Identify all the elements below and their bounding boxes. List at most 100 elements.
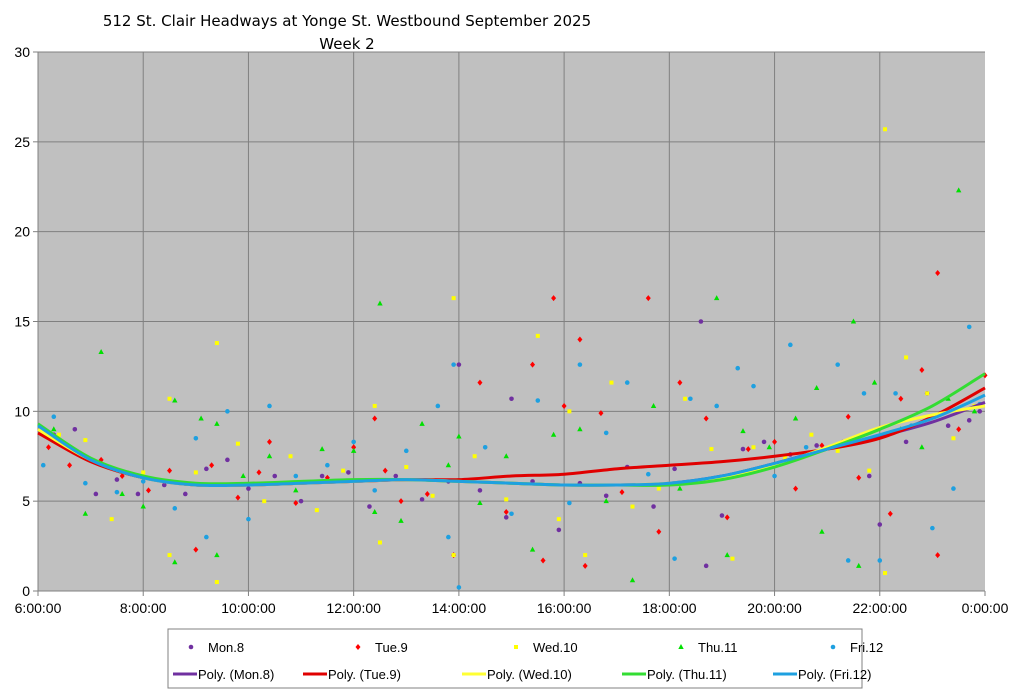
legend-label: Poly. (Wed.10)	[487, 667, 572, 682]
data-point	[703, 563, 709, 569]
data-point	[314, 508, 319, 513]
data-point	[709, 447, 714, 452]
chart-subtitle: Week 2	[319, 35, 374, 53]
data-point	[293, 487, 299, 493]
trendline	[37, 393, 986, 488]
data-point	[877, 522, 883, 527]
data-point	[382, 467, 388, 474]
data-point	[809, 432, 814, 437]
data-point	[677, 379, 683, 386]
legend-marker	[355, 644, 361, 650]
data-point	[703, 415, 709, 422]
data-point	[835, 362, 840, 367]
data-point	[341, 468, 346, 473]
data-point	[935, 552, 941, 559]
data-point	[751, 383, 756, 389]
data-point	[845, 558, 851, 563]
data-point	[856, 562, 862, 568]
legend-label: Thu.11	[698, 640, 738, 655]
data-point	[698, 319, 704, 324]
x-tick-label: 16:00:00	[537, 600, 592, 616]
data-point	[424, 490, 430, 497]
data-point	[893, 391, 898, 396]
chart-title: 512 St. Clair Headways at Yonge St. West…	[103, 12, 591, 30]
data-point	[577, 362, 583, 367]
data-point	[240, 473, 246, 479]
data-point	[609, 380, 614, 385]
x-tick-label: 8:00:00	[120, 600, 167, 616]
data-point	[603, 493, 609, 499]
data-point	[172, 397, 178, 403]
data-point	[603, 430, 609, 436]
data-point	[372, 403, 377, 408]
data-point	[98, 349, 104, 355]
data-point	[551, 295, 557, 302]
data-point	[140, 479, 146, 484]
data-point	[803, 444, 809, 450]
data-point	[887, 510, 893, 517]
data-point	[772, 438, 778, 445]
data-point	[266, 453, 273, 459]
data-point	[935, 269, 941, 276]
data-point	[51, 426, 57, 432]
data-point	[477, 379, 483, 386]
data-point	[140, 503, 146, 509]
data-point	[477, 488, 483, 493]
data-point	[645, 471, 651, 477]
data-point	[925, 391, 930, 396]
x-tick-label: 22:00:00	[853, 600, 908, 616]
data-point	[877, 558, 883, 563]
data-point	[904, 355, 909, 360]
y-tick-label: 20	[14, 224, 30, 240]
data-point	[724, 514, 730, 521]
x-tick-label: 6:00:00	[15, 600, 62, 616]
data-point	[624, 380, 630, 385]
data-point	[46, 444, 52, 451]
data-point	[724, 552, 730, 558]
x-tick-label: 20:00:00	[747, 600, 802, 616]
data-point	[214, 420, 220, 426]
data-point	[266, 438, 272, 445]
legend-label: Tue.9	[375, 640, 408, 655]
data-point	[656, 486, 661, 491]
data-point	[403, 448, 409, 454]
x-tick-label: 12:00:00	[326, 600, 381, 616]
data-point	[204, 466, 209, 472]
data-point	[272, 473, 278, 479]
data-point	[714, 403, 719, 409]
legend-label: Poly. (Thu.11)	[647, 667, 727, 682]
data-point	[456, 585, 462, 590]
data-point	[435, 403, 441, 409]
data-point	[535, 333, 540, 338]
data-point	[135, 491, 141, 497]
data-point	[919, 444, 925, 450]
data-point	[683, 396, 688, 401]
legend-marker	[678, 644, 684, 649]
data-point	[819, 528, 825, 534]
data-point	[350, 447, 357, 453]
data-point	[561, 402, 567, 409]
data-point	[629, 577, 636, 583]
data-point	[430, 493, 435, 498]
y-tick-label: 0	[22, 583, 30, 599]
data-point	[713, 295, 720, 301]
trendlines	[37, 372, 986, 488]
data-point	[445, 462, 452, 468]
data-point	[72, 427, 78, 432]
data-point	[393, 473, 399, 479]
data-point	[67, 462, 73, 469]
data-point	[930, 525, 935, 531]
data-point	[793, 485, 799, 492]
data-point	[288, 454, 293, 459]
data-point	[145, 487, 151, 494]
data-point	[740, 428, 746, 434]
data-point	[167, 396, 172, 401]
data-point	[650, 402, 657, 408]
data-point	[183, 491, 188, 497]
data-point	[966, 418, 972, 423]
data-point	[172, 506, 178, 511]
data-point	[451, 296, 456, 301]
data-point	[404, 465, 409, 470]
data-point	[850, 318, 857, 324]
data-point	[529, 546, 536, 552]
